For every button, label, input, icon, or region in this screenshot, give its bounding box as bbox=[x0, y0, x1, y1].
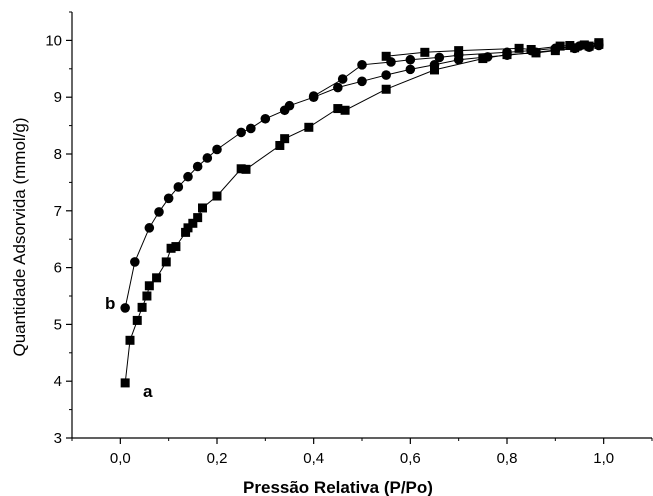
series-b-point bbox=[550, 43, 561, 54]
series-a-point bbox=[161, 257, 171, 267]
x-axis-title: Pressão Relativa (P/Po) bbox=[243, 478, 433, 496]
series-b-point bbox=[246, 123, 256, 134]
y-tick-label: 8 bbox=[54, 146, 62, 163]
series-b-point bbox=[202, 153, 213, 163]
series-b-point bbox=[357, 76, 367, 87]
series-b-point bbox=[260, 113, 271, 124]
series-b-point bbox=[482, 52, 493, 62]
y-tick-label: 10 bbox=[45, 32, 62, 49]
x-tick-label: 0,6 bbox=[400, 450, 421, 467]
x-tick-label: 0,2 bbox=[207, 450, 228, 467]
series-b-point bbox=[386, 57, 396, 67]
series-a-point bbox=[236, 164, 246, 174]
series-a-point bbox=[478, 54, 488, 64]
y-tick-label: 7 bbox=[54, 203, 62, 220]
series-b-point bbox=[333, 82, 343, 93]
series-b-point bbox=[154, 207, 164, 217]
series-b-point bbox=[381, 70, 391, 80]
series-a-point bbox=[381, 51, 391, 61]
series-a-point bbox=[137, 302, 147, 312]
series-b-point bbox=[526, 45, 536, 56]
series-a-point bbox=[152, 273, 162, 283]
series-a-point bbox=[183, 223, 193, 233]
series-b-point bbox=[405, 64, 416, 75]
series-b-point bbox=[212, 144, 222, 155]
series-a-point bbox=[565, 41, 575, 51]
series-b-point bbox=[120, 303, 130, 313]
series-a-point bbox=[144, 281, 154, 291]
series-a-point bbox=[171, 242, 181, 252]
series-a-point bbox=[280, 134, 290, 144]
series-a-point bbox=[340, 105, 350, 115]
series-a-point bbox=[304, 122, 314, 132]
series-b-point bbox=[284, 100, 295, 111]
series-a-point bbox=[333, 104, 343, 114]
annotation-a: a bbox=[143, 382, 153, 401]
axes bbox=[66, 11, 653, 444]
series-a-point bbox=[120, 378, 130, 388]
series-a-point bbox=[420, 47, 430, 57]
series-b-point bbox=[130, 257, 140, 267]
series-b-point bbox=[236, 127, 246, 138]
series-b-point bbox=[173, 182, 184, 192]
y-tick-label: 4 bbox=[54, 373, 62, 390]
y-tick-label: 6 bbox=[54, 260, 62, 277]
series-a-point bbox=[142, 291, 152, 301]
series-b-point bbox=[434, 52, 445, 63]
series-a-point bbox=[132, 315, 142, 325]
x-tick-label: 1,0 bbox=[593, 450, 614, 467]
series-b-point bbox=[574, 41, 585, 51]
series-b-point bbox=[502, 47, 512, 58]
series-lines bbox=[124, 42, 599, 383]
series-a-point bbox=[275, 140, 285, 150]
series-a-point bbox=[188, 218, 198, 228]
y-axis-title: Quantidade Adsorvida (mmol/g) bbox=[10, 117, 29, 356]
series-b-point bbox=[594, 39, 604, 50]
series-b-point bbox=[429, 60, 440, 70]
tick-labels: 0,0 0,2 0,4 0,6 0,8 1,0 3 4 5 6 7 8 9 10 bbox=[45, 32, 614, 467]
x-tick-label: 0,4 bbox=[303, 450, 324, 467]
series-b-point bbox=[163, 193, 174, 204]
series-a-point bbox=[125, 335, 135, 345]
series-a-point bbox=[514, 43, 524, 53]
series-b-point bbox=[192, 161, 203, 172]
series-markers bbox=[120, 38, 604, 388]
series-a-point bbox=[166, 243, 176, 253]
y-tick-label: 3 bbox=[54, 430, 62, 447]
series-a-point bbox=[579, 40, 589, 50]
series-b-point bbox=[183, 171, 193, 182]
series-a-point bbox=[381, 84, 391, 94]
series-b-point bbox=[144, 223, 155, 233]
series-a-point bbox=[241, 164, 251, 174]
y-tick-label: 9 bbox=[54, 89, 62, 106]
series-a-point bbox=[555, 41, 565, 51]
series-b-point bbox=[405, 54, 416, 65]
annotation-b: b bbox=[105, 294, 115, 313]
series-b-point bbox=[308, 91, 319, 101]
series-a-point bbox=[198, 203, 207, 213]
series-b-point bbox=[453, 50, 464, 60]
series-a-point bbox=[193, 213, 203, 223]
x-tick-label: 0,0 bbox=[110, 450, 131, 467]
series-a-point bbox=[212, 191, 222, 201]
series-b-point bbox=[357, 60, 367, 70]
series-a-point bbox=[181, 227, 191, 237]
series-b-point bbox=[337, 74, 348, 84]
series-b-point bbox=[584, 42, 594, 53]
y-tick-label: 5 bbox=[54, 316, 62, 333]
x-tick-label: 0,8 bbox=[497, 450, 518, 467]
series-a-point bbox=[430, 65, 439, 75]
